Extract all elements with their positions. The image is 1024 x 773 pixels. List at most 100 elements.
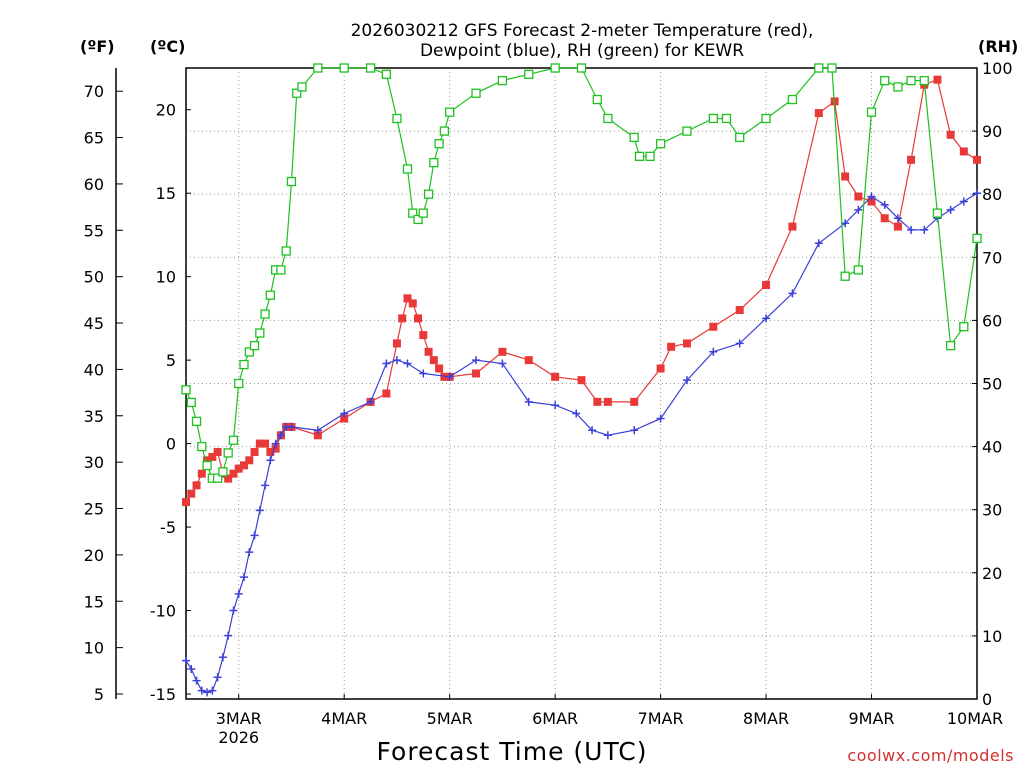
relative-humidity-point	[682, 126, 692, 136]
temperature-point	[907, 155, 916, 164]
relative-humidity-point	[212, 473, 223, 483]
relative-humidity-point	[234, 378, 244, 389]
dewpoint-point	[213, 673, 222, 682]
celsius-tick-label: 15	[156, 184, 176, 203]
temperature-point	[429, 356, 438, 365]
temperature-point	[524, 356, 533, 365]
relative-humidity-point	[906, 75, 916, 86]
relative-humidity-point	[814, 63, 824, 73]
relative-humidity-point	[880, 75, 890, 86]
dewpoint-point	[250, 531, 259, 540]
rh-tick-label: 40	[982, 438, 1002, 457]
dewpoint-point	[920, 225, 929, 234]
relative-humidity-point	[339, 63, 349, 73]
relative-humidity-point	[218, 467, 228, 477]
temperature-point	[414, 314, 423, 323]
fahrenheit-tick-label: 10	[84, 639, 104, 658]
temperature-point	[208, 452, 217, 461]
dewpoint-point	[524, 397, 533, 406]
relative-humidity-point	[629, 132, 639, 143]
dewpoint-point	[959, 197, 968, 206]
temperature-point	[392, 339, 401, 348]
temperature-point	[271, 444, 280, 453]
dewpoint-point	[893, 214, 902, 223]
relative-humidity-point	[445, 107, 455, 117]
dewpoint-point	[187, 664, 196, 673]
celsius-tick-label: 0	[166, 435, 176, 454]
x-tick-label: 6MAR	[532, 709, 578, 728]
relative-humidity-point	[439, 126, 450, 136]
temperature-point	[424, 347, 433, 356]
relative-humidity-point	[381, 69, 392, 79]
rh-tick-label: 0	[982, 690, 992, 709]
temperature-point	[709, 322, 718, 331]
temperature-point	[593, 397, 602, 406]
dewpoint-point	[445, 372, 454, 381]
temperature-line	[185, 78, 978, 503]
relative-humidity-point	[932, 208, 943, 218]
temperature-point	[245, 456, 254, 465]
rh-tick-label: 80	[982, 185, 1002, 204]
temperature-point	[234, 464, 243, 473]
x-tick-label: 8MAR	[743, 709, 789, 728]
temperature-point	[435, 364, 444, 373]
relative-humidity-point	[292, 88, 302, 98]
dewpoint-point	[907, 225, 916, 234]
temperature-point	[735, 306, 744, 315]
relative-humidity-point	[202, 460, 212, 471]
dewpoint-point	[814, 239, 823, 248]
dewpoint-point	[229, 606, 238, 615]
dewpoint-point	[245, 548, 254, 557]
dewpoint-point	[854, 205, 863, 214]
dewpoint-point	[182, 656, 190, 665]
rh-tick-label: 70	[982, 248, 1002, 267]
rh-tick-label: 30	[982, 501, 1002, 520]
relative-humidity-point	[402, 164, 413, 174]
dewpoint-point	[218, 653, 227, 662]
relative-humidity-point	[429, 157, 439, 168]
dewpoint-point	[392, 356, 401, 365]
relative-humidity-point	[228, 435, 239, 445]
temperature-point	[682, 339, 691, 348]
temperature-point	[788, 222, 797, 231]
x-tick-label: 4MAR	[321, 709, 367, 728]
x-tick-label: 10MAR	[947, 709, 1003, 728]
relative-humidity-point	[392, 113, 402, 124]
temperature-point	[946, 130, 955, 139]
relative-humidity-point	[260, 309, 270, 319]
dewpoint-point	[788, 289, 797, 298]
relative-humidity-point	[239, 359, 249, 370]
relative-humidity-point	[313, 63, 323, 73]
temperature-point	[403, 294, 412, 303]
temperature-point	[498, 347, 507, 356]
relative-humidity-point	[721, 113, 732, 124]
dewpoint-point	[192, 676, 201, 685]
dewpoint-point	[208, 686, 217, 695]
rh-tick-label: 10	[982, 627, 1002, 646]
celsius-tick-label: -10	[150, 602, 176, 621]
dewpoint-point	[709, 347, 718, 356]
fahrenheit-axis-unit: (ºF)	[80, 37, 115, 56]
relative-humidity-point	[249, 340, 260, 351]
fahrenheit-tick-label: 70	[84, 82, 104, 101]
relative-humidity-point	[365, 63, 376, 73]
relative-humidity-point	[945, 340, 956, 351]
relative-humidity-point	[186, 397, 196, 408]
relative-humidity-point	[297, 82, 307, 92]
relative-humidity-point	[281, 246, 291, 256]
fahrenheit-tick-label: 45	[84, 314, 104, 333]
temperature-point	[197, 469, 206, 478]
dewpoint-point	[203, 688, 212, 697]
temperature-point	[229, 469, 238, 478]
relative-humidity-point	[197, 441, 207, 452]
temperature-point	[854, 192, 863, 201]
dewpoint-point	[403, 359, 412, 368]
celsius-axis-unit: (ºC)	[150, 37, 185, 56]
relative-humidity-point	[413, 214, 423, 225]
relative-humidity-point	[634, 151, 645, 161]
temperature-point	[255, 439, 264, 448]
relative-humidity-point	[418, 208, 428, 218]
celsius-tick-label: -15	[150, 685, 176, 704]
